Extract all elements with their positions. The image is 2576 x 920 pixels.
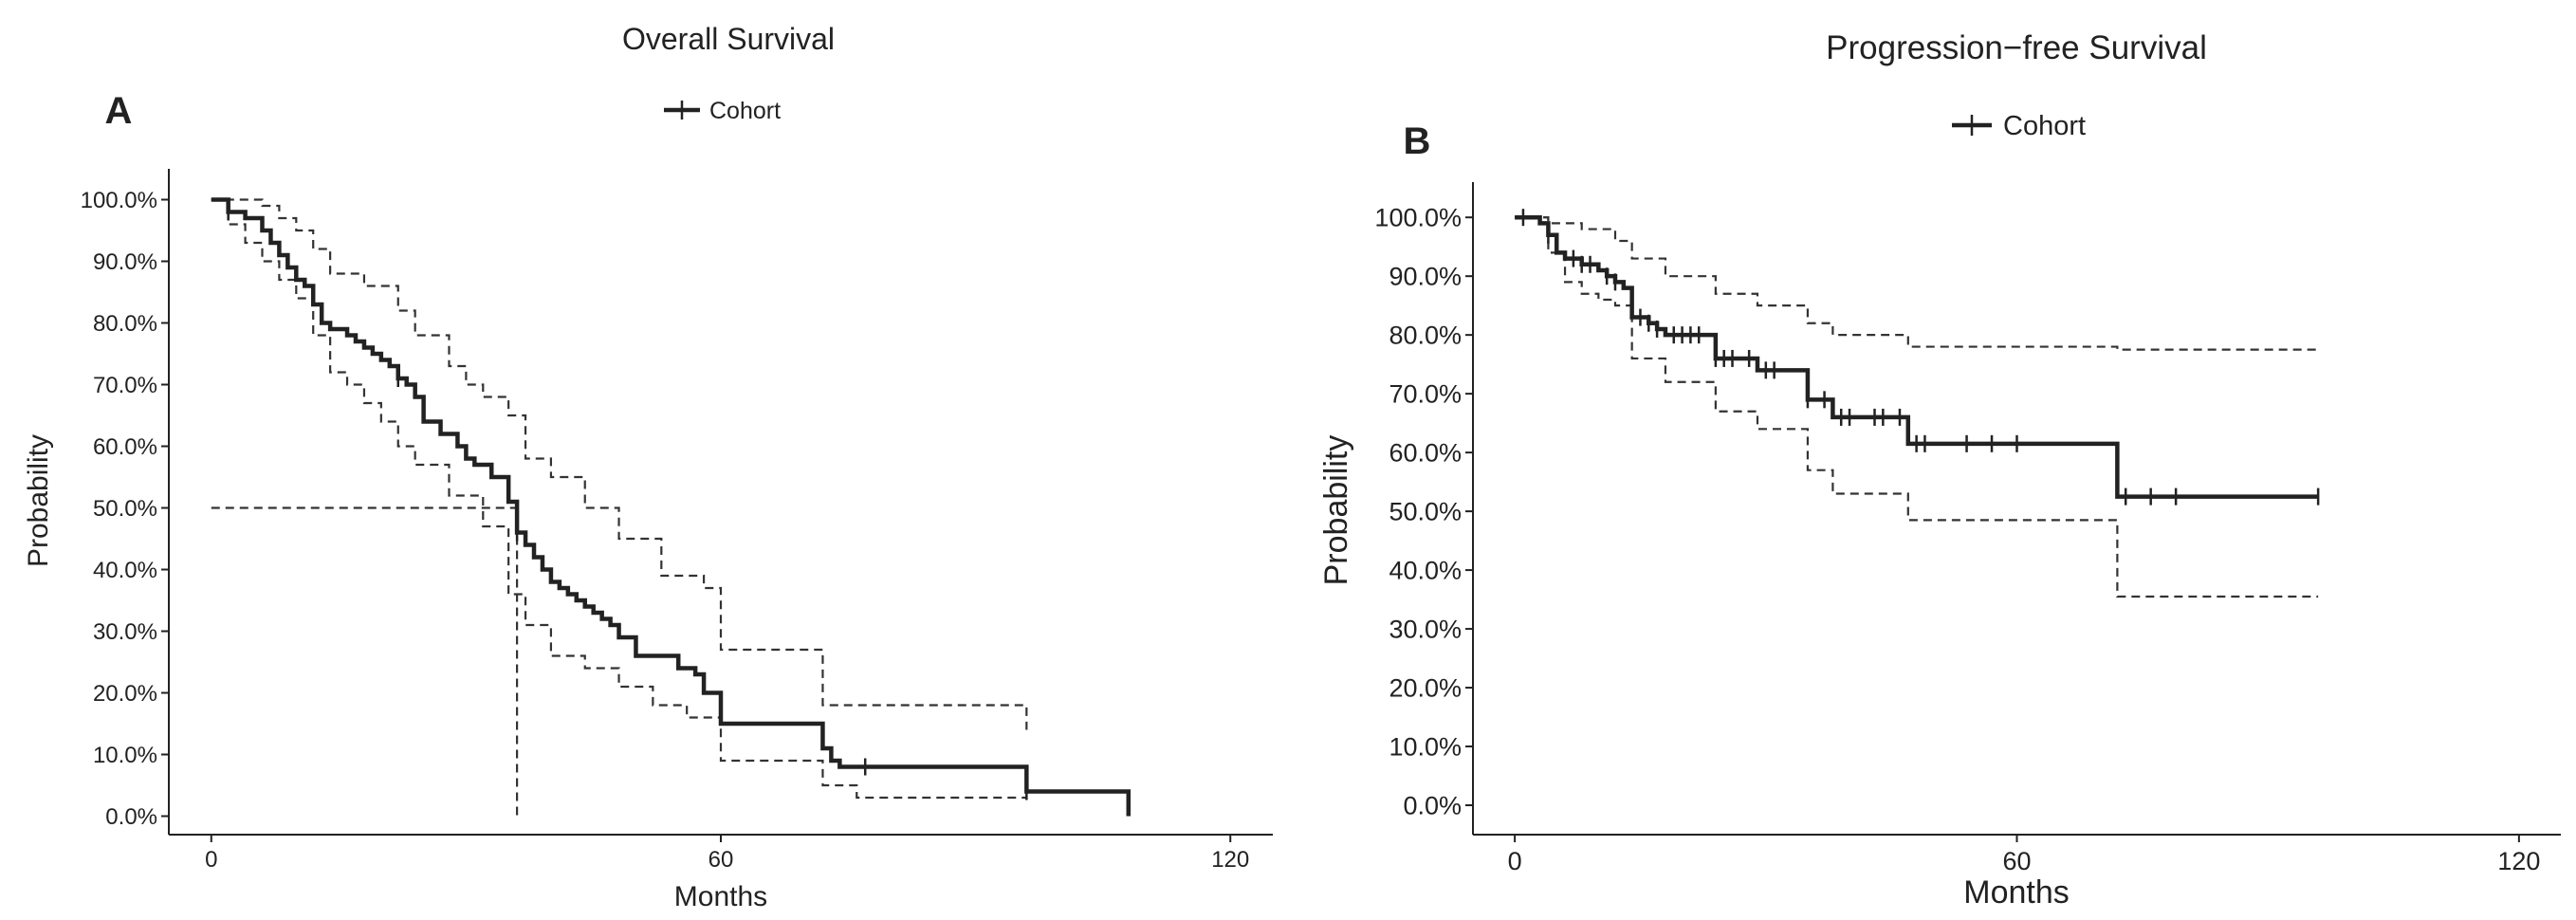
panel-a-y-tick-label: 70.0% <box>93 373 157 398</box>
panel-a-series-cohort <box>211 197 1132 817</box>
panel-b-y-axis-label: Probability <box>1318 435 1354 586</box>
panel-b-y-tick-label: 100.0% <box>1374 204 1462 232</box>
panel-a-overall-survival: Overall Survival A Cohort 0.0% 10.0% 20.0%… <box>23 22 1273 912</box>
panel-b-legend-label: Cohort <box>2003 111 2086 141</box>
panel-a-series-upper-95-ci <box>211 198 1028 730</box>
panel-a-series-lower-95-ci <box>211 198 1027 800</box>
panel-b-plot-area <box>1515 209 2320 598</box>
panel-a-y-tick-label: 0.0% <box>105 804 157 830</box>
panel-b-y-ticks: 0.0% 10.0% 20.0% 30.0% 40.0% 50.0% 60.0% 70.0% 8… <box>1374 204 1473 819</box>
panel-a-x-axis-label: Months <box>674 881 767 912</box>
panel-b-letter: B <box>1404 120 1431 162</box>
panel-b-x-axis-label: Months <box>1963 874 2070 911</box>
panel-a-y-tick-label: 50.0% <box>93 496 157 522</box>
panel-a-y-tick-label: 10.0% <box>93 743 157 768</box>
panel-a-letter: A <box>105 90 133 132</box>
panel-b-legend: Cohort <box>1952 111 2086 141</box>
panel-b-y-tick-label: 0.0% <box>1403 791 1462 819</box>
panel-b-x-ticks: 0 60 120 <box>1508 835 2540 875</box>
panel-a-y-tick-label: 40.0% <box>93 558 157 583</box>
panel-b-y-tick-label: 50.0% <box>1389 498 1462 526</box>
panel-a-y-tick-label: 20.0% <box>93 681 157 707</box>
panel-b-y-tick-label: 70.0% <box>1389 380 1462 409</box>
panel-a-legend: Cohort <box>664 98 781 124</box>
panel-a-x-ticks: 0 60 120 <box>205 835 1249 873</box>
panel-b-title: Progression−free Survival <box>1826 29 2207 66</box>
panel-a-plot-area <box>211 197 1132 817</box>
panel-b-y-tick-label: 60.0% <box>1389 439 1462 468</box>
panel-a-y-tick-label: 30.0% <box>93 619 157 645</box>
panel-a-x-tick-label: 120 <box>1211 847 1249 873</box>
panel-b-y-tick-label: 80.0% <box>1389 322 1462 350</box>
panel-a-y-ticks: 0.0% 10.0% 20.0% 30.0% 40.0% 50.0% 60.0% 70.0% 8… <box>81 188 169 830</box>
panel-b-y-tick-label: 90.0% <box>1389 263 1462 291</box>
panel-b-x-tick-label: 0 <box>1508 847 1522 875</box>
panel-b-y-tick-label: 30.0% <box>1389 616 1462 644</box>
panel-b-y-tick-label: 10.0% <box>1389 732 1462 761</box>
panel-a-legend-label: Cohort <box>709 98 781 124</box>
panel-b-x-tick-label: 60 <box>2002 847 2031 875</box>
panel-b-series-lower-95-ci <box>1515 216 2319 598</box>
panel-b-y-tick-label: 20.0% <box>1389 673 1462 702</box>
panel-a-y-axis-label: Probability <box>23 434 54 567</box>
panel-a-y-tick-label: 90.0% <box>93 249 157 275</box>
panel-a-y-tick-label: 80.0% <box>93 311 157 337</box>
panel-b-progression-free-survival: Progression−free Survival B Cohort 0.0% 1… <box>1318 29 2561 911</box>
panel-a-x-tick-label: 0 <box>205 847 217 873</box>
panel-a-y-tick-label: 100.0% <box>81 188 157 213</box>
panel-b-x-tick-label: 120 <box>2497 847 2540 875</box>
panel-b-series-upper-95-ci <box>1515 216 2320 353</box>
panel-b-series-cohort <box>1515 214 2319 499</box>
panel-a-title: Overall Survival <box>622 22 835 56</box>
panel-a-y-tick-label: 60.0% <box>93 434 157 460</box>
panel-b-y-tick-label: 40.0% <box>1389 557 1462 585</box>
panel-a-x-tick-label: 60 <box>708 847 734 873</box>
